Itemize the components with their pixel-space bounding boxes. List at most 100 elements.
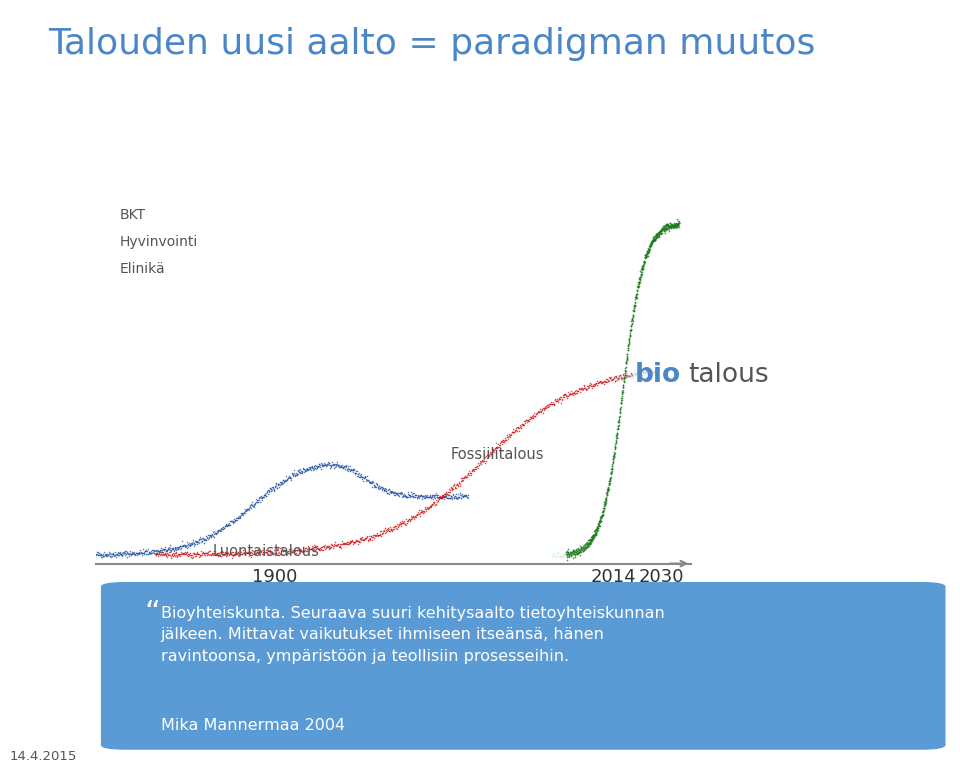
Point bbox=[424, 490, 440, 503]
Point bbox=[629, 288, 644, 300]
Point bbox=[627, 300, 642, 312]
Point bbox=[578, 537, 593, 550]
Point bbox=[333, 541, 348, 554]
Point bbox=[556, 391, 571, 404]
Point bbox=[506, 425, 521, 438]
Point bbox=[102, 548, 117, 560]
Point bbox=[605, 372, 620, 384]
Point bbox=[607, 371, 622, 384]
Point bbox=[656, 224, 671, 236]
Point bbox=[542, 398, 558, 410]
Point bbox=[639, 245, 655, 257]
Point bbox=[513, 421, 528, 433]
Point bbox=[514, 418, 529, 430]
Point bbox=[338, 537, 353, 550]
Point bbox=[194, 547, 209, 560]
Point bbox=[358, 533, 373, 545]
Point bbox=[467, 463, 482, 476]
Point bbox=[165, 541, 180, 554]
Point bbox=[160, 543, 176, 555]
Point bbox=[629, 367, 644, 380]
Point bbox=[258, 546, 274, 558]
Point bbox=[645, 231, 660, 243]
Point bbox=[585, 530, 600, 543]
Point bbox=[349, 469, 365, 482]
Point bbox=[656, 223, 671, 235]
Point bbox=[552, 550, 567, 563]
Point bbox=[579, 537, 594, 549]
Point bbox=[580, 539, 595, 551]
Point bbox=[436, 491, 451, 503]
Point bbox=[347, 466, 362, 479]
Point bbox=[560, 549, 575, 561]
Point bbox=[420, 489, 435, 502]
Point bbox=[228, 513, 244, 526]
Point bbox=[546, 547, 562, 560]
Point bbox=[611, 372, 626, 384]
Point bbox=[365, 534, 380, 547]
Point bbox=[126, 546, 141, 558]
Point bbox=[400, 486, 416, 498]
Point bbox=[411, 489, 426, 502]
Point bbox=[606, 449, 621, 461]
Point bbox=[444, 483, 460, 496]
Point bbox=[648, 367, 663, 380]
Point bbox=[322, 543, 337, 555]
Point bbox=[277, 545, 293, 557]
Point bbox=[211, 523, 227, 536]
Point bbox=[586, 530, 601, 542]
Point bbox=[588, 527, 603, 540]
Point bbox=[627, 368, 642, 381]
Point bbox=[385, 520, 400, 533]
Point bbox=[576, 540, 591, 553]
Point bbox=[543, 398, 559, 411]
Point bbox=[407, 491, 422, 503]
Point bbox=[361, 475, 376, 487]
Point bbox=[286, 547, 301, 559]
Point bbox=[631, 278, 646, 290]
Point bbox=[361, 476, 376, 488]
Point bbox=[649, 231, 664, 243]
Point bbox=[346, 464, 361, 476]
Point bbox=[106, 547, 121, 560]
Point bbox=[552, 393, 567, 405]
Point bbox=[536, 404, 551, 416]
Point bbox=[162, 543, 178, 556]
Point bbox=[266, 483, 281, 496]
Point bbox=[453, 475, 468, 487]
Point bbox=[182, 549, 198, 561]
Point bbox=[108, 550, 124, 563]
Point bbox=[287, 545, 302, 557]
Point bbox=[511, 425, 526, 437]
Point bbox=[355, 471, 371, 483]
Point bbox=[636, 366, 652, 378]
Point bbox=[620, 340, 636, 353]
Point bbox=[628, 291, 643, 303]
Point bbox=[664, 220, 680, 232]
Point bbox=[567, 545, 583, 557]
Point bbox=[621, 368, 636, 381]
Point bbox=[200, 532, 215, 544]
Point bbox=[441, 492, 456, 504]
Point bbox=[661, 222, 677, 235]
Point bbox=[671, 217, 686, 229]
Point bbox=[566, 387, 582, 399]
Point bbox=[372, 530, 388, 542]
Point bbox=[665, 219, 681, 232]
Point bbox=[317, 457, 332, 469]
Point bbox=[338, 461, 353, 473]
Point bbox=[559, 547, 574, 560]
Point bbox=[358, 532, 373, 544]
Point bbox=[159, 547, 175, 559]
Point bbox=[183, 537, 199, 549]
Point bbox=[329, 456, 345, 469]
Point bbox=[592, 516, 608, 529]
Point bbox=[190, 548, 205, 560]
Point bbox=[610, 368, 625, 381]
Point bbox=[532, 406, 547, 418]
Point bbox=[172, 548, 187, 560]
Point bbox=[607, 441, 622, 453]
Point bbox=[394, 518, 409, 530]
Point bbox=[570, 547, 586, 559]
Point bbox=[568, 387, 584, 399]
